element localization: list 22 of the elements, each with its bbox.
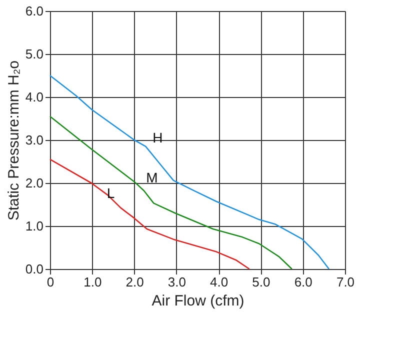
- x-tick-label: 4.0: [210, 274, 228, 290]
- series-label: L: [106, 184, 115, 201]
- y-tick-label: 4.0: [25, 90, 44, 104]
- y-tick-label: 0.0: [25, 262, 44, 276]
- x-tick-label: 6.0: [294, 274, 312, 290]
- y-tick-label: 2.0: [25, 176, 44, 190]
- line-series: [49, 158, 250, 270]
- series-label: M: [146, 170, 158, 186]
- x-tick-label: 0: [46, 274, 54, 290]
- line-series: [49, 74, 330, 270]
- x-tick-label: 7.0: [336, 274, 355, 290]
- x-axis-title: Air Flow (cfm): [152, 292, 244, 310]
- y-tick-label: 5.0: [25, 46, 44, 62]
- x-tick-label: 5.0: [252, 274, 270, 290]
- x-tick-label: 3.0: [168, 274, 186, 290]
- x-tick-label: 2.0: [126, 274, 144, 290]
- x-tick-label: 1.0: [84, 274, 102, 290]
- y-tick-label: 1.0: [25, 218, 44, 234]
- y-axis-title: Static Pressure:mm H₂o: [5, 60, 22, 221]
- y-tick-label: 3.0: [25, 132, 44, 148]
- line-series: [49, 116, 293, 270]
- y-tick-label: 6.0: [25, 4, 44, 18]
